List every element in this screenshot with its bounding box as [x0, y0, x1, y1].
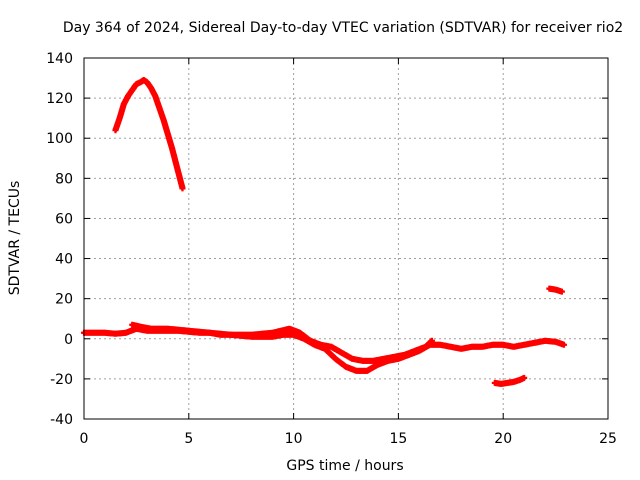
y-tick-label: 140 — [46, 51, 73, 67]
data-point — [179, 185, 186, 192]
y-tick-label: 20 — [55, 292, 73, 308]
x-tick-label: 0 — [80, 431, 89, 447]
plot-frame — [83, 57, 609, 420]
x-tick-label: 10 — [285, 431, 303, 447]
x-axis-label: GPS time / hours — [286, 458, 403, 474]
y-axis-label: SDTVAR / TECUs — [7, 181, 23, 296]
y-tick-label: 60 — [55, 211, 73, 227]
series-secondary-trace — [129, 321, 435, 364]
x-tick-label: 5 — [184, 431, 193, 447]
axis-ticks: 0 5 10 15 20 25 -40 -20 0 20 40 60 80 100 120 140 — [46, 51, 617, 447]
chart-title: Day 364 of 2024, Sidereal Day-to-day VTE… — [63, 20, 623, 36]
series-isolated-segment-22h — [546, 285, 565, 295]
x-tick-label: 15 — [389, 431, 407, 447]
y-tick-label: 80 — [55, 171, 73, 187]
y-tick-label: 120 — [46, 91, 73, 107]
data-point — [560, 341, 567, 348]
data-points — [81, 77, 567, 387]
data-point — [428, 337, 435, 344]
series-high-arc — [112, 77, 186, 192]
x-tick-label: 25 — [599, 431, 617, 447]
data-point — [521, 374, 528, 381]
y-tick-label: -40 — [50, 412, 73, 428]
series-isolated-segment-20h — [491, 374, 528, 387]
series-main-trace — [81, 325, 567, 374]
y-tick-label: 100 — [46, 131, 73, 147]
y-tick-label: 40 — [55, 252, 73, 268]
data-point — [558, 288, 565, 295]
x-tick-label: 20 — [494, 431, 512, 447]
y-tick-label: 0 — [64, 332, 73, 348]
y-tick-label: -20 — [50, 372, 73, 388]
